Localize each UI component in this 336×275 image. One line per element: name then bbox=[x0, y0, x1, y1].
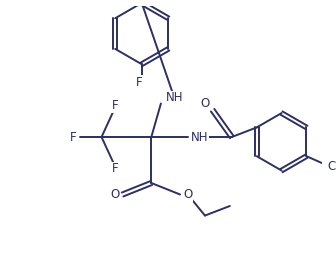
Text: NH: NH bbox=[191, 131, 208, 144]
Text: F: F bbox=[70, 131, 76, 144]
Text: O: O bbox=[200, 97, 210, 110]
Text: F: F bbox=[135, 76, 142, 89]
Text: F: F bbox=[112, 162, 118, 175]
Text: Cl: Cl bbox=[328, 160, 336, 173]
Text: O: O bbox=[183, 188, 192, 201]
Text: O: O bbox=[110, 188, 120, 201]
Text: F: F bbox=[112, 99, 118, 112]
Text: NH: NH bbox=[166, 91, 183, 104]
